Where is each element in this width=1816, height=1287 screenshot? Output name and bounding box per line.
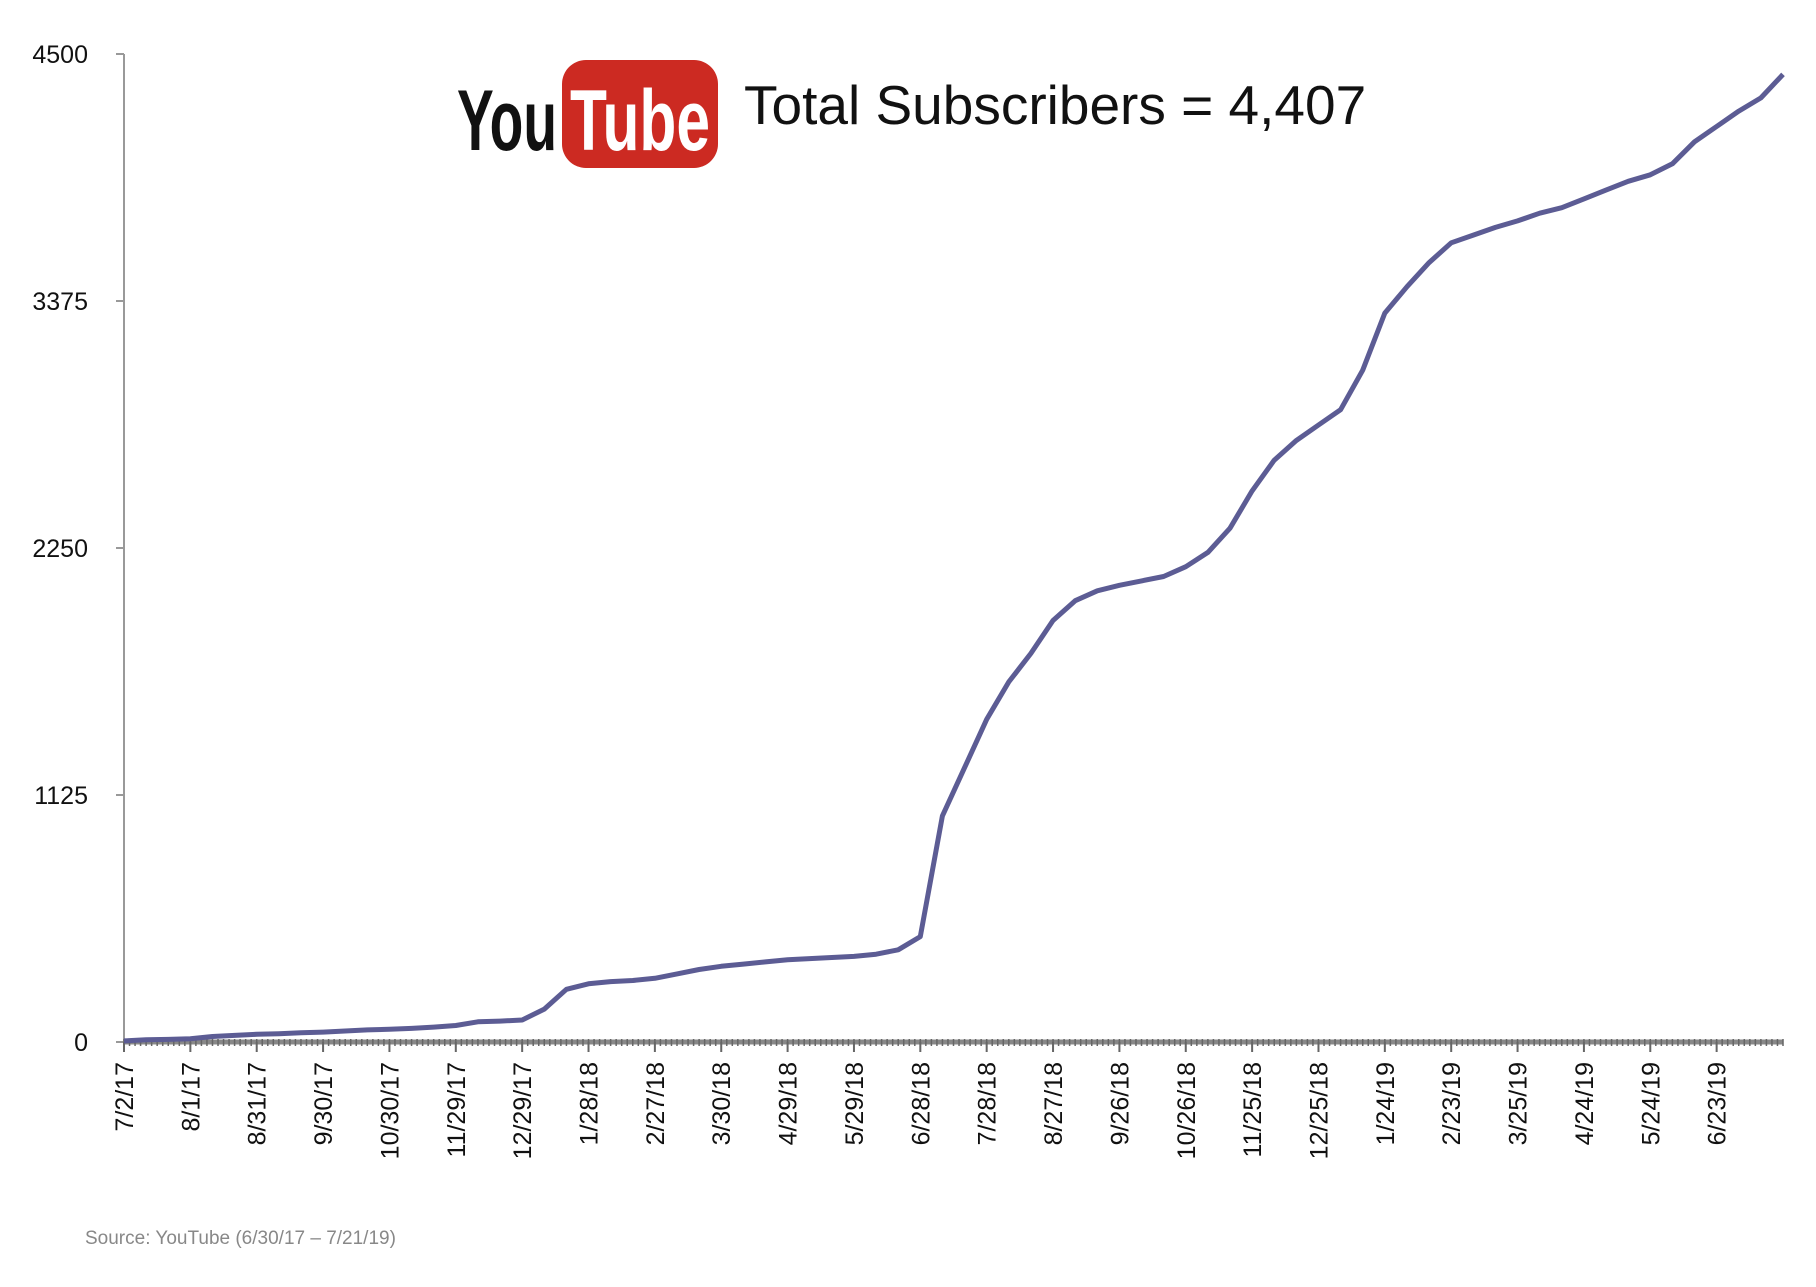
x-tick-label: 9/30/17 [310, 1062, 338, 1145]
source-note: Source: YouTube (6/30/17 – 7/21/19) [85, 1228, 396, 1249]
y-tick-label: 4500 [32, 41, 88, 69]
x-tick-label: 1/24/19 [1372, 1062, 1400, 1145]
y-tick-label: 3375 [32, 288, 88, 316]
x-tick-label: 9/26/18 [1106, 1062, 1134, 1145]
x-tick-label: 3/25/19 [1505, 1062, 1533, 1145]
x-tick-label: 7/2/17 [111, 1062, 139, 1132]
y-tick-label: 2250 [32, 535, 88, 563]
x-tick-label: 5/24/19 [1637, 1062, 1665, 1145]
y-tick-label: 0 [74, 1029, 88, 1057]
x-tick-label: 2/23/19 [1438, 1062, 1466, 1145]
logo-badge [562, 60, 718, 168]
data-line [123, 72, 1785, 1044]
logo-you: You [457, 73, 557, 169]
chart-title: Total Subscribers = 4,407 [744, 74, 1366, 136]
x-tick-label: 2/27/18 [642, 1062, 670, 1145]
x-tick-label: 4/24/19 [1571, 1062, 1599, 1145]
x-tick-label: 8/27/18 [1040, 1062, 1068, 1145]
x-tick-label: 8/1/17 [177, 1062, 205, 1132]
x-tick-label: 10/30/17 [376, 1062, 404, 1159]
x-tick-label: 6/28/18 [907, 1062, 935, 1145]
x-tick-label: 8/31/17 [244, 1062, 272, 1145]
x-tick-label: 4/29/18 [775, 1062, 803, 1145]
x-tick-label: 12/25/18 [1305, 1062, 1333, 1159]
x-tick-label: 6/23/19 [1704, 1062, 1732, 1145]
x-tick-label: 11/29/17 [443, 1062, 471, 1157]
x-tick-label: 10/26/18 [1173, 1062, 1201, 1159]
x-tick-label: 7/28/18 [974, 1062, 1002, 1145]
x-tick-label: 1/28/18 [576, 1062, 604, 1145]
x-tick-label: 3/30/18 [708, 1062, 736, 1145]
x-tick-label: 12/29/17 [509, 1062, 537, 1159]
logo-tube: Tube [570, 73, 710, 169]
x-tick-label: 5/29/18 [841, 1062, 869, 1145]
y-tick-label: 1125 [34, 782, 88, 810]
x-tick-label: 11/25/18 [1239, 1062, 1267, 1157]
